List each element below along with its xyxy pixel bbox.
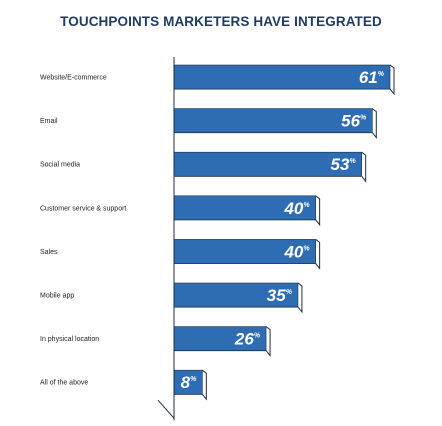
- value-label: 26%: [234, 330, 261, 349]
- bar: [173, 64, 391, 90]
- value-label: 40%: [283, 199, 310, 218]
- bar-row: In physical location 26%: [40, 326, 271, 358]
- axis-tail-line: [157, 399, 175, 419]
- bar-row: Sales 40%: [40, 239, 321, 270]
- chart-title: TOUCHPOINTS MARKETERS HAVE INTEGRATED: [60, 14, 382, 29]
- bar: [173, 326, 267, 351]
- category-label: Customer service & support: [40, 205, 126, 212]
- value-label: 53%: [331, 155, 357, 174]
- value-label: 61%: [359, 68, 385, 87]
- category-label: All of the above: [40, 380, 88, 387]
- bar: [173, 282, 299, 308]
- bar-row: All of the above 8%: [40, 369, 207, 401]
- value-label: 40%: [283, 242, 310, 261]
- bar: [173, 369, 203, 395]
- bar: [173, 239, 316, 264]
- bar: [173, 151, 362, 177]
- category-label: Mobile app: [40, 293, 74, 300]
- bars-group: Website/E-commerce 61% Email 56% Social medi…: [40, 64, 395, 401]
- category-label: Website/E-commerce: [40, 75, 107, 82]
- bar-row: Website/E-commerce 61%: [40, 64, 395, 96]
- category-label: Social media: [40, 162, 80, 169]
- bar: [173, 195, 316, 221]
- bar-row: Email 56%: [40, 108, 377, 140]
- category-label: In physical location: [40, 336, 99, 343]
- bar-row: Mobile app 35%: [40, 282, 303, 314]
- value-label: 56%: [341, 112, 367, 131]
- bar: [173, 108, 373, 133]
- category-label: Sales: [40, 249, 58, 256]
- value-label: 35%: [267, 286, 293, 305]
- value-label: 8%: [181, 373, 197, 392]
- bar-row: Customer service & support 40%: [40, 195, 321, 227]
- bar-row: Social media 53%: [40, 151, 367, 183]
- category-label: Email: [40, 118, 58, 125]
